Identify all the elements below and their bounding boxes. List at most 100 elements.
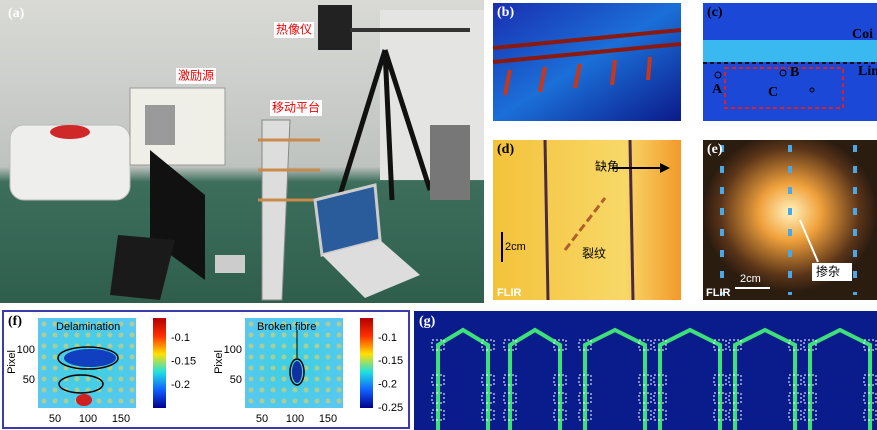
texture [304, 344, 309, 349]
texture [53, 366, 58, 371]
texture [108, 388, 113, 393]
texture [53, 333, 58, 338]
annotation: 掺杂 [816, 264, 840, 279]
texture [326, 322, 331, 327]
colorbar-tick-label: -0.1 [378, 332, 397, 344]
texture [304, 333, 309, 338]
x-tick-label: 150 [112, 413, 130, 425]
texture [282, 399, 287, 404]
defect [292, 361, 302, 383]
texture [130, 344, 135, 349]
texture [315, 388, 320, 393]
annotation: 裂纹 [582, 247, 606, 261]
vent [145, 105, 175, 145]
texture [326, 355, 331, 360]
annotation: A [712, 82, 723, 97]
panel-label: (g) [419, 314, 436, 329]
hot-spot [76, 394, 92, 406]
panel-label: (c) [707, 5, 723, 20]
texture [108, 399, 113, 404]
texture [130, 366, 135, 371]
texture [249, 377, 254, 382]
colorbar [360, 318, 373, 408]
y-tick-label: 100 [17, 344, 35, 356]
texture [42, 399, 47, 404]
texture [304, 399, 309, 404]
colorbar-tick-label: -0.25 [378, 402, 403, 414]
texture [315, 377, 320, 382]
annotation: 移动平台 [272, 100, 320, 115]
texture [130, 333, 135, 338]
texture [42, 377, 47, 382]
texture [130, 377, 135, 382]
texture [108, 344, 113, 349]
texture [119, 377, 124, 382]
panel-g: (g) [414, 311, 877, 430]
texture [260, 366, 265, 371]
texture [271, 388, 276, 393]
texture [75, 333, 80, 338]
texture [64, 333, 69, 338]
texture [326, 377, 331, 382]
x-tick-label: 50 [49, 413, 61, 425]
texture [260, 399, 265, 404]
texture [75, 377, 80, 382]
texture [249, 322, 254, 327]
texture [315, 333, 320, 338]
texture [260, 344, 265, 349]
texture [282, 355, 287, 360]
texture [315, 355, 320, 360]
texture [304, 377, 309, 382]
texture [130, 399, 135, 404]
texture [75, 388, 80, 393]
texture [119, 344, 124, 349]
instrument [430, 125, 470, 200]
x-tick-label: 100 [79, 413, 97, 425]
texture [326, 366, 331, 371]
texture [130, 355, 135, 360]
texture [130, 388, 135, 393]
texture [326, 344, 331, 349]
panel-c: (c) Coi Lin A B C [703, 3, 877, 121]
texture [53, 399, 58, 404]
panel-label: (d) [497, 142, 514, 157]
logo: FLIR [706, 287, 730, 299]
texture [326, 399, 331, 404]
texture [42, 355, 47, 360]
texture [42, 344, 47, 349]
texture [271, 355, 276, 360]
panel-label: (e) [707, 142, 723, 157]
texture [119, 355, 124, 360]
thermal-image [493, 3, 681, 121]
texture [249, 355, 254, 360]
y-tick-label: 50 [230, 374, 242, 386]
texture [86, 333, 91, 338]
texture [271, 377, 276, 382]
texture [337, 355, 342, 360]
colorbar-tick-label: -0.2 [171, 379, 190, 391]
texture [260, 333, 265, 338]
texture [271, 399, 276, 404]
texture [260, 355, 265, 360]
coil-band [703, 40, 877, 62]
texture [119, 333, 124, 338]
annotation: 缺角 [595, 159, 619, 174]
texture [271, 333, 276, 338]
texture [97, 399, 102, 404]
colorbar-tick-label: -0.15 [378, 355, 403, 367]
texture [249, 399, 254, 404]
annotation: Lin [858, 64, 877, 79]
annotation: 激励源 [178, 69, 214, 83]
texture [326, 333, 331, 338]
panel-label: (f) [8, 314, 22, 329]
texture [315, 344, 320, 349]
texture [304, 355, 309, 360]
x-tick-label: 100 [286, 413, 304, 425]
panel-f: (f) DelaminationPixel1005050100150-0.1-0… [3, 311, 409, 428]
colorbar-tick-label: -0.15 [171, 355, 196, 367]
panel-e: (e) 2cm 掺杂 FLIR [703, 140, 877, 300]
texture [260, 377, 265, 382]
texture [119, 388, 124, 393]
texture [130, 322, 135, 327]
annotation: Delamination [56, 321, 120, 333]
